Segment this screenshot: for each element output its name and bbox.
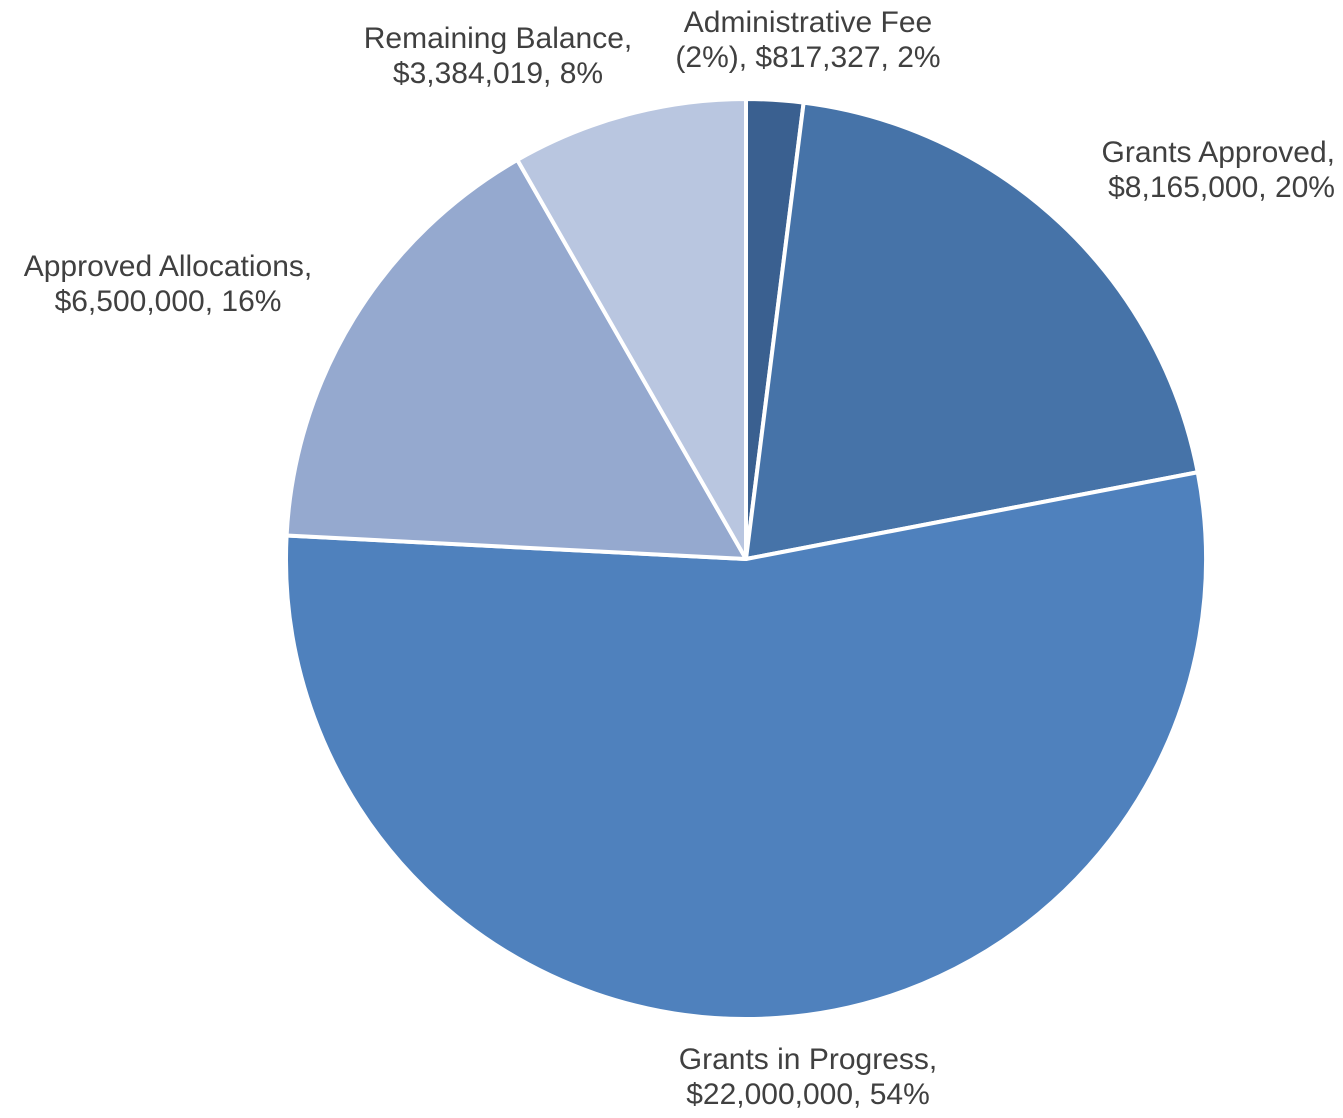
pie-slice-approved-allocations: [284, 157, 748, 561]
data-label-line: $22,000,000, 54%: [686, 1078, 930, 1111]
data-label-grants-in-progress: Grants in Progress, $22,000,000, 54%: [679, 1043, 937, 1111]
pie-slice-remaining-balance: [515, 97, 748, 561]
data-label-line: $6,500,000, 16%: [55, 285, 282, 318]
data-label-line: Grants in Progress,: [679, 1043, 937, 1076]
pie-slices: [284, 97, 1208, 1021]
data-label-administrative-fee-2: Administrative Fee (2%), $817,327, 2%: [675, 6, 940, 74]
data-label-remaining-balance: Remaining Balance, $3,384,019, 8%: [364, 22, 633, 90]
data-label-line: $8,165,000, 20%: [1108, 171, 1335, 204]
data-label-grants-approved: Grants Approved, $8,165,000, 20%: [1102, 136, 1335, 204]
pie-labels: Administrative Fee (2%), $817,327, 2% Gran…: [24, 6, 1335, 1111]
data-label-line: $3,384,019, 8%: [393, 57, 603, 90]
pie-slice-grants-in-progress: [284, 470, 1208, 1021]
data-label-line: Grants Approved,: [1102, 136, 1335, 169]
data-label-line: (2%), $817,327, 2%: [675, 41, 940, 74]
data-label-line: Administrative Fee: [684, 6, 932, 39]
data-label-line: Remaining Balance,: [364, 22, 633, 55]
data-label-line: Approved Allocations,: [24, 250, 313, 283]
data-label-approved-allocations: Approved Allocations, $6,500,000, 16%: [24, 250, 313, 318]
pie-slice-grants-approved: [744, 100, 1200, 561]
